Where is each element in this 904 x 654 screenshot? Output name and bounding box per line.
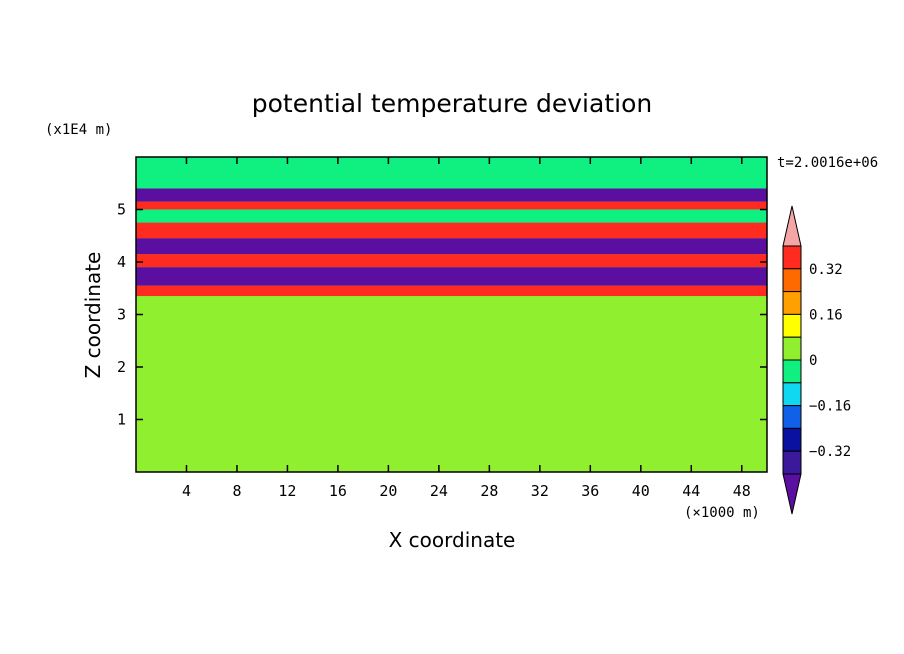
- y-tick-label: 1: [117, 411, 126, 429]
- contour-band: [136, 238, 767, 255]
- colorbar-segment: [782, 359, 802, 384]
- contour-band: [136, 285, 767, 297]
- x-tick-label: 8: [232, 482, 241, 500]
- colorbar-segment: [782, 245, 802, 270]
- plot-area: [135, 156, 768, 473]
- colorbar-label: 0.32: [809, 262, 843, 278]
- colorbar-segment: [782, 427, 802, 452]
- x-tick-label: 24: [430, 482, 448, 500]
- x-tick-label: 4: [182, 482, 191, 500]
- colorbar-segment: [782, 405, 802, 429]
- x-tick-label: 20: [379, 482, 397, 500]
- x-tick-label: 32: [531, 482, 549, 500]
- contour-band: [136, 296, 767, 441]
- x-tick-label: 48: [733, 482, 751, 500]
- contour-band: [136, 201, 767, 210]
- contour-band: [136, 222, 767, 239]
- colorbar-label: 0: [809, 353, 817, 369]
- x-tick-label: 40: [632, 482, 650, 500]
- contour-band: [136, 188, 767, 202]
- contour-band: [136, 267, 767, 286]
- colorbar-label: −0.16: [809, 399, 851, 415]
- colorbar-segment: [782, 268, 802, 293]
- colorbar-segment: [782, 291, 802, 315]
- y-unit-label: (x1E4 m): [45, 122, 112, 138]
- contour-band: [136, 254, 767, 268]
- contour-band: [136, 209, 767, 223]
- y-tick-label: 3: [117, 306, 126, 324]
- x-tick-label: 28: [480, 482, 498, 500]
- x-tick-label: 16: [329, 482, 347, 500]
- y-axis-label: Z coordinate: [81, 252, 105, 379]
- colorbar-segment: [782, 382, 802, 407]
- contour-band: [136, 162, 767, 189]
- y-tick-label: 2: [117, 358, 126, 376]
- colorbar-top-arrow: [782, 205, 802, 247]
- colorbar-label: −0.32: [809, 444, 851, 460]
- x-tick-label: 36: [581, 482, 599, 500]
- colorbar-segment: [782, 336, 802, 361]
- colorbar-label: 0.16: [809, 307, 843, 323]
- x-tick-label: 44: [682, 482, 700, 500]
- colorbar-segment: [782, 450, 802, 475]
- colorbar-segment: [782, 313, 802, 338]
- y-tick-label: 5: [117, 201, 126, 219]
- x-unit-label: (×1000 m): [684, 505, 760, 521]
- x-tick-label: 12: [278, 482, 296, 500]
- x-axis-label: X coordinate: [389, 528, 516, 552]
- contour-band: [136, 440, 767, 472]
- y-tick-label: 4: [117, 253, 126, 271]
- colorbar: 0.32 0.16 0 −0.16 −0.32: [782, 205, 851, 515]
- time-label: t=2.0016e+06: [777, 155, 878, 171]
- chart-title: potential temperature deviation: [252, 89, 652, 118]
- colorbar-bottom-arrow: [782, 473, 802, 515]
